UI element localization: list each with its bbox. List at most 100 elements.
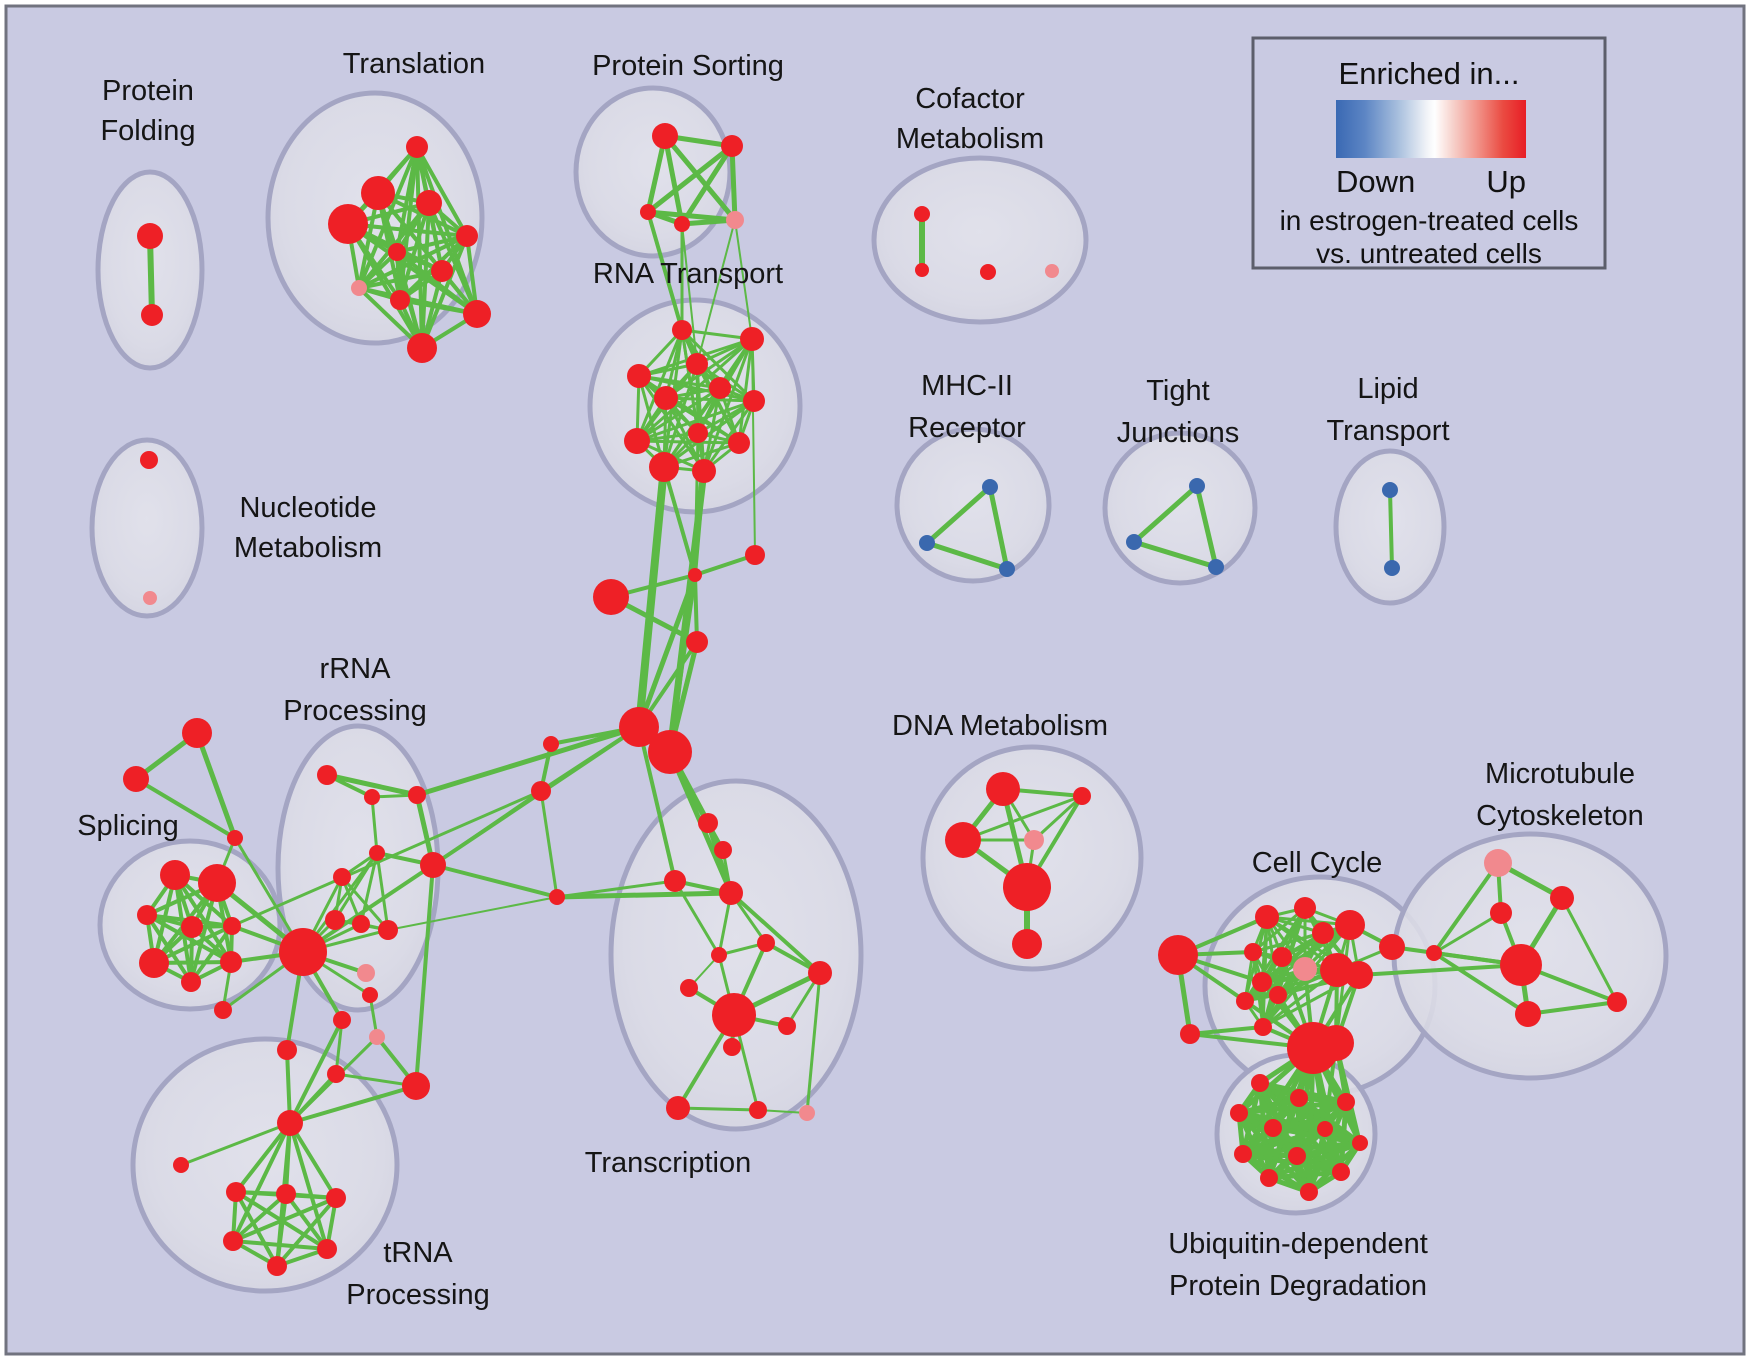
gene-set-node-r9[interactable]: [325, 910, 345, 930]
gene-set-node-tc10[interactable]: [723, 1038, 741, 1056]
gene-set-node-tc1[interactable]: [698, 813, 718, 833]
gene-set-node-sp8[interactable]: [181, 972, 201, 992]
gene-set-node-tc11[interactable]: [666, 1096, 690, 1120]
gene-set-node-x1[interactable]: [182, 718, 212, 748]
gene-set-node-tc13[interactable]: [799, 1105, 815, 1121]
gene-set-node-r7[interactable]: [378, 920, 398, 940]
gene-set-node-d3[interactable]: [945, 822, 981, 858]
gene-set-node-rt5[interactable]: [709, 377, 731, 399]
gene-set-node-cc9[interactable]: [1345, 961, 1373, 989]
gene-set-node-d1[interactable]: [986, 772, 1020, 806]
gene-set-node-d5[interactable]: [1003, 863, 1051, 911]
gene-set-node-cc10[interactable]: [1252, 972, 1272, 992]
gene-set-node-cc12[interactable]: [1236, 992, 1254, 1010]
gene-set-node-mt4[interactable]: [1607, 992, 1627, 1012]
gene-set-node-r15[interactable]: [327, 1065, 345, 1083]
gene-set-node-u9[interactable]: [1288, 1147, 1306, 1165]
gene-set-node-sp6[interactable]: [139, 948, 169, 978]
gene-set-node-cm3[interactable]: [980, 264, 996, 280]
gene-set-node-c4[interactable]: [686, 631, 708, 653]
gene-set-node-m3[interactable]: [999, 561, 1015, 577]
gene-set-node-d6[interactable]: [1012, 929, 1042, 959]
gene-set-node-tj3[interactable]: [1208, 559, 1224, 575]
gene-set-node-u7[interactable]: [1352, 1135, 1368, 1151]
gene-set-node-rt4[interactable]: [627, 364, 651, 388]
gene-set-node-mth[interactable]: [1500, 944, 1542, 986]
gene-set-node-tc2[interactable]: [714, 841, 732, 859]
gene-set-node-mt1[interactable]: [1484, 849, 1512, 877]
gene-set-node-cc4[interactable]: [1335, 910, 1365, 940]
gene-set-node-tc5[interactable]: [757, 934, 775, 952]
gene-set-node-rt7[interactable]: [743, 390, 765, 412]
gene-set-node-mtc[interactable]: [1426, 945, 1442, 961]
gene-set-node-rt6[interactable]: [654, 386, 678, 410]
gene-set-node-rt12[interactable]: [692, 459, 716, 483]
gene-set-node-tc9[interactable]: [778, 1017, 796, 1035]
gene-set-node-cc11[interactable]: [1269, 986, 1287, 1004]
gene-set-node-q6[interactable]: [267, 1256, 287, 1276]
gene-set-node-c6[interactable]: [531, 781, 551, 801]
gene-set-node-c1[interactable]: [688, 568, 702, 582]
gene-set-node-tc12[interactable]: [749, 1101, 767, 1119]
gene-set-node-u4[interactable]: [1230, 1104, 1248, 1122]
gene-set-node-tc4[interactable]: [719, 881, 743, 905]
gene-set-node-t6[interactable]: [388, 243, 406, 261]
gene-set-node-tc6[interactable]: [711, 947, 727, 963]
gene-set-node-n1[interactable]: [140, 451, 158, 469]
gene-set-node-r3[interactable]: [408, 786, 426, 804]
gene-set-node-u1[interactable]: [1251, 1074, 1269, 1092]
gene-set-node-r6[interactable]: [352, 915, 370, 933]
gene-set-node-qh[interactable]: [277, 1110, 303, 1136]
gene-set-node-t9[interactable]: [390, 290, 410, 310]
gene-set-node-d2[interactable]: [1073, 787, 1091, 805]
gene-set-node-r10[interactable]: [357, 964, 375, 982]
gene-set-node-r12[interactable]: [333, 1011, 351, 1029]
gene-set-node-rt3[interactable]: [686, 353, 708, 375]
gene-set-node-u12[interactable]: [1300, 1183, 1318, 1201]
gene-set-node-tc8[interactable]: [680, 979, 698, 997]
gene-set-node-r2[interactable]: [364, 789, 380, 805]
gene-set-node-tc7[interactable]: [808, 961, 832, 985]
gene-set-node-ps3[interactable]: [640, 204, 656, 220]
gene-set-node-u3[interactable]: [1337, 1093, 1355, 1111]
gene-set-node-ql[interactable]: [173, 1157, 189, 1173]
gene-set-node-rt1[interactable]: [672, 320, 692, 340]
gene-set-node-x2[interactable]: [123, 766, 149, 792]
gene-set-node-t5[interactable]: [456, 225, 478, 247]
gene-set-node-r4[interactable]: [369, 845, 385, 861]
gene-set-node-cm4[interactable]: [1045, 264, 1059, 278]
gene-set-node-r8[interactable]: [420, 852, 446, 878]
gene-set-node-pf1[interactable]: [137, 223, 163, 249]
gene-set-node-rt9[interactable]: [624, 428, 650, 454]
gene-set-node-h2[interactable]: [648, 730, 692, 774]
gene-set-node-t1[interactable]: [406, 136, 428, 158]
gene-set-node-c2[interactable]: [745, 545, 765, 565]
gene-set-node-x3[interactable]: [227, 830, 243, 846]
gene-set-node-t7[interactable]: [431, 260, 453, 282]
gene-set-node-m2[interactable]: [919, 535, 935, 551]
gene-set-node-q2[interactable]: [276, 1184, 296, 1204]
gene-set-node-ccl[interactable]: [1158, 935, 1198, 975]
gene-set-node-ps4[interactable]: [674, 216, 690, 232]
gene-set-node-h1[interactable]: [619, 707, 659, 747]
gene-set-node-r11[interactable]: [362, 987, 378, 1003]
gene-set-node-tch[interactable]: [712, 993, 756, 1037]
gene-set-node-rt2[interactable]: [740, 327, 764, 351]
gene-set-node-q4[interactable]: [223, 1231, 243, 1251]
gene-set-node-u6[interactable]: [1317, 1121, 1333, 1137]
gene-set-node-cc3[interactable]: [1312, 922, 1334, 944]
gene-set-node-t11[interactable]: [407, 333, 437, 363]
gene-set-node-cch2[interactable]: [1318, 1025, 1354, 1061]
gene-set-node-u5[interactable]: [1264, 1119, 1282, 1137]
gene-set-node-mt3[interactable]: [1490, 902, 1512, 924]
gene-set-node-sp5[interactable]: [223, 917, 241, 935]
gene-set-node-t8[interactable]: [351, 280, 367, 296]
gene-set-node-cm1[interactable]: [914, 206, 930, 222]
gene-set-node-sp2[interactable]: [198, 864, 236, 902]
gene-set-node-sp1[interactable]: [160, 860, 190, 890]
gene-set-node-t3[interactable]: [328, 204, 368, 244]
gene-set-node-c7[interactable]: [549, 889, 565, 905]
gene-set-node-tc3[interactable]: [664, 870, 686, 892]
gene-set-node-cc5[interactable]: [1244, 943, 1262, 961]
gene-set-node-c3[interactable]: [593, 579, 629, 615]
